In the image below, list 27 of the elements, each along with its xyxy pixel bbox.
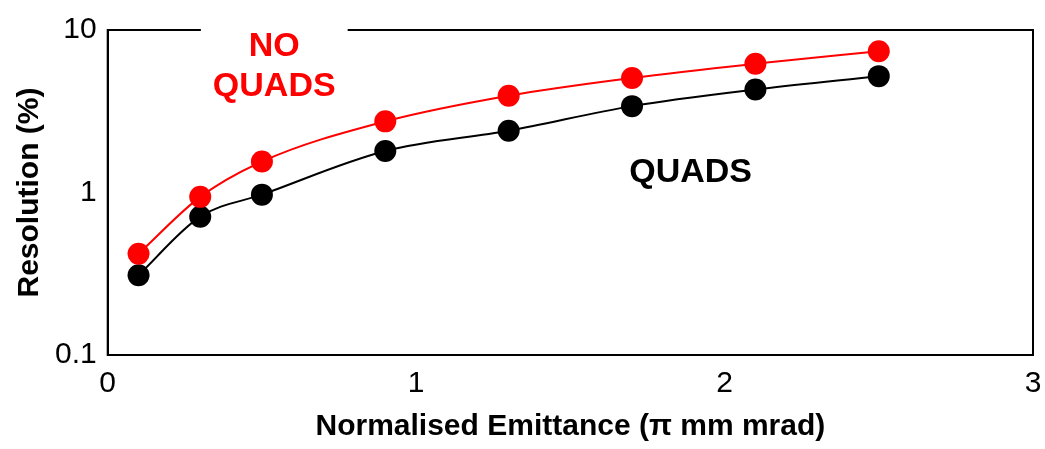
y-tick-label: 0.1: [54, 336, 97, 370]
y-tick-label: 10: [63, 11, 97, 45]
point: [867, 40, 890, 63]
point: [744, 78, 767, 101]
point: [250, 183, 273, 206]
series-label: QUADS: [629, 151, 753, 190]
point: [127, 264, 150, 287]
x-tick-label: 2: [716, 365, 733, 399]
point: [189, 205, 212, 228]
point: [867, 65, 890, 88]
point: [744, 52, 767, 75]
x-axis-title: Normalised Emittance (π mm mrad): [315, 408, 826, 442]
point: [497, 84, 520, 107]
y-axis-title: Resolution (%): [11, 87, 45, 298]
point: [127, 242, 150, 265]
point: [621, 95, 644, 118]
point: [374, 110, 397, 133]
point: [189, 185, 212, 208]
point: [250, 150, 273, 173]
x-tick-label: 0: [99, 365, 117, 399]
series-label: NO QUADS: [212, 24, 336, 103]
x-tick-label: 1: [407, 365, 425, 399]
y-tick-label: 1: [80, 173, 97, 207]
point: [621, 66, 644, 89]
point: [497, 119, 520, 142]
point: [374, 140, 397, 163]
x-tick-label: 3: [1024, 365, 1042, 399]
